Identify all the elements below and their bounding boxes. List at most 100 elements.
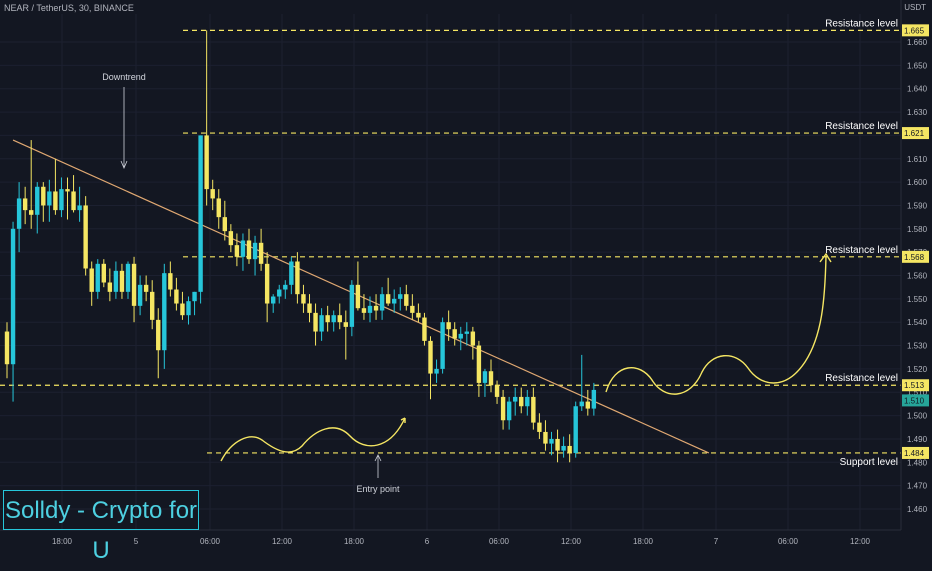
level-label: Resistance level (825, 18, 898, 29)
candle-body (410, 305, 415, 313)
candle-body (192, 291, 197, 302)
candle-body (385, 294, 391, 304)
y-tick-label: 1.470 (907, 482, 928, 491)
current-price-tag: 1.510 (904, 396, 925, 405)
y-tick-label: 1.580 (907, 225, 928, 234)
candle-body (222, 217, 227, 232)
annotations: Downtrend Entry point (102, 72, 400, 494)
x-tick-label: 5 (134, 537, 139, 546)
candle-body (22, 198, 28, 211)
x-tick-label: 06:00 (489, 537, 510, 546)
candle-body (404, 294, 409, 306)
price-projection-curve (605, 255, 827, 395)
symbol-header: NEAR / TetherUS, 30, BINANCE (4, 3, 134, 13)
x-tick-label: 18:00 (344, 537, 365, 546)
level-label: Support level (840, 457, 898, 468)
y-tick-label: 1.480 (907, 458, 928, 467)
candle-body (367, 305, 373, 313)
y-tick-label: 1.650 (907, 61, 928, 70)
level-tag: 1.484 (904, 449, 925, 458)
candle-body (313, 312, 318, 332)
level-tag: 1.513 (904, 381, 925, 390)
candle-body (131, 263, 137, 306)
candle-body (422, 317, 427, 341)
candle-body (180, 303, 185, 316)
level-label: Resistance level (825, 245, 898, 256)
downtrend-annotation: Downtrend (102, 72, 146, 82)
x-tick-label: 06:00 (200, 537, 221, 546)
watermark: Solldy - Crypto for U (3, 490, 199, 564)
y-tick-label: 1.500 (907, 412, 928, 421)
candle-body (355, 284, 361, 309)
candle-body (549, 438, 554, 444)
candle-body (361, 308, 367, 313)
y-tick-label: 1.510 (907, 388, 928, 397)
candle-body (319, 315, 324, 332)
price-chart[interactable]: Resistance level Resistance level Resistan… (0, 0, 932, 550)
level-label: Resistance level (825, 121, 898, 132)
candle-body (168, 273, 173, 290)
x-tick-label: 6 (425, 537, 430, 546)
y-tick-label: 1.590 (907, 201, 928, 210)
candle-body (337, 315, 342, 323)
candle-body (392, 298, 397, 304)
candles (4, 30, 597, 463)
candle-body (470, 331, 476, 346)
level-tag-bg (902, 446, 929, 459)
candle-body (216, 198, 221, 218)
candle-body (143, 284, 149, 292)
x-tick-label: 12:00 (850, 537, 871, 546)
level-tag: 1.621 (904, 129, 925, 138)
y-tick-label: 1.520 (907, 365, 928, 374)
candle-body (434, 368, 439, 374)
candle-body (4, 331, 10, 365)
y-axis: 1.460 1.470 1.480 1.490 1.500 1.510 1.520 1.530… (900, 0, 932, 550)
candle-body (107, 282, 113, 292)
y-tick-label: 1.490 (907, 435, 928, 444)
level-tag-bg (902, 127, 929, 140)
candle-body (186, 301, 191, 316)
x-tick-label: 06:00 (778, 537, 799, 546)
candle-body (398, 294, 403, 299)
x-tick-label: 18:00 (633, 537, 654, 546)
level-tag-bg (902, 250, 929, 263)
candle-body (476, 345, 482, 383)
candle-body (41, 186, 46, 206)
candle-body (137, 284, 143, 306)
candle-body (198, 135, 203, 292)
entry-arrow-head (374, 454, 382, 462)
entry-projection-curve (220, 417, 406, 462)
candle-body (204, 135, 209, 190)
candle-body (373, 305, 379, 311)
candle-body (89, 268, 94, 292)
candle-body (59, 189, 64, 211)
candle-body (428, 340, 433, 374)
y-tick-label: 1.560 (907, 272, 928, 281)
candle-body (458, 333, 463, 339)
candle-body (325, 315, 330, 323)
candle-body (349, 284, 355, 327)
downtrend-arrow-head (120, 160, 128, 170)
y-tick-label: 1.600 (907, 178, 928, 187)
candle-body (95, 263, 100, 292)
level-lines: Resistance level Resistance level Resistan… (0, 18, 901, 468)
candle-body (506, 401, 512, 421)
candle-body (47, 191, 52, 206)
y-tick-label: 1.540 (907, 318, 928, 327)
candle-body (579, 401, 584, 407)
x-tick-label: 7 (714, 537, 719, 546)
y-tick-label: 1.630 (907, 108, 928, 117)
y-tick-label: 1.640 (907, 85, 928, 94)
candle-body (543, 431, 548, 444)
candle-body (295, 261, 300, 295)
candle-body (271, 296, 276, 304)
y-tick-label: 1.550 (907, 295, 928, 304)
grid (0, 14, 901, 530)
candle-body (452, 329, 457, 339)
candle-body (555, 438, 560, 451)
current-price-tag-bg (902, 394, 929, 407)
candle-body (500, 396, 506, 421)
x-tick-label: 18:00 (52, 537, 73, 546)
level-tag: 1.665 (904, 26, 925, 35)
candle-body (464, 331, 469, 334)
